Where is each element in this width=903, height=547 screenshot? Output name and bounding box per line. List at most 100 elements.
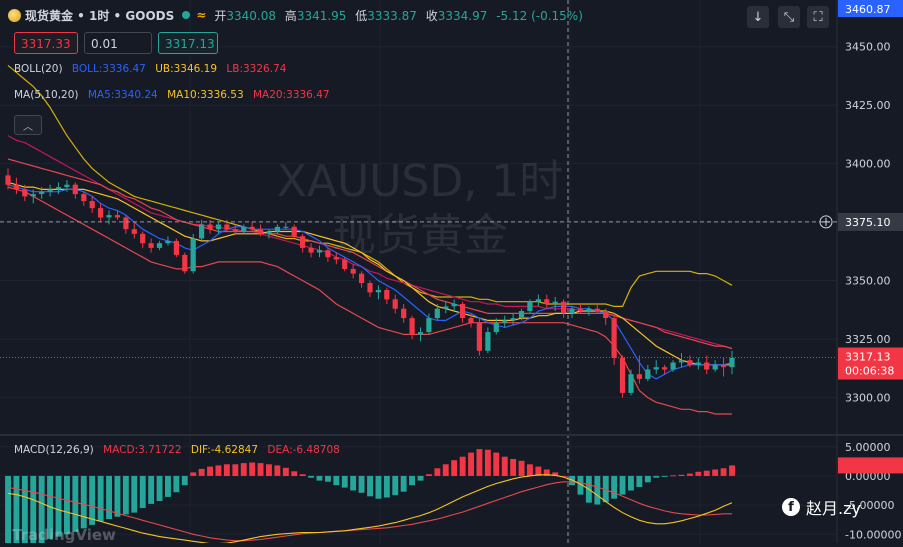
- candle-body: [190, 238, 196, 272]
- macd-histogram-bar: [299, 474, 306, 476]
- symbol-header[interactable]: 现货黄金 • 1时 • GOODS ≈ 开3340.08 高3341.95 低3…: [8, 5, 583, 25]
- crosshair-price-badge: [838, 212, 903, 231]
- macd-name: MACD(12,26,9): [14, 444, 94, 456]
- candle-body: [13, 184, 19, 190]
- candle-body: [72, 184, 78, 195]
- wave-icon[interactable]: ≈: [196, 8, 207, 22]
- macd-histogram-bar: [232, 464, 239, 476]
- candle-body: [257, 229, 264, 234]
- candle-body: [535, 299, 541, 302]
- candle-body: [721, 364, 727, 368]
- macd-histogram-bar: [55, 475, 62, 537]
- boll-legend[interactable]: BOLL(20) BOLL:3336.47 UB:3346.19 LB:3326…: [14, 63, 292, 75]
- macd-histogram-bar: [249, 462, 256, 476]
- macd-histogram-bar: [636, 475, 643, 487]
- price-axis[interactable]: 3450.003425.003400.003375.003350.003325.…: [838, 0, 903, 405]
- candle-body: [300, 236, 306, 248]
- collapse-legend-icon[interactable]: ︿: [14, 115, 42, 135]
- macd-pane: [5, 449, 735, 547]
- candle-body: [603, 311, 609, 318]
- candle-body: [325, 250, 331, 258]
- low-value: 3333.87: [367, 8, 417, 23]
- macd-histogram-bar: [64, 475, 70, 535]
- macd-histogram-bar: [131, 475, 138, 513]
- buy-button[interactable]: 3317.13: [158, 32, 218, 54]
- macd-histogram-bar: [687, 473, 693, 476]
- macd-histogram-bar: [653, 475, 660, 478]
- macd-histogram-bar: [240, 463, 247, 476]
- ma-legend[interactable]: MA(5,10,20) MA5:3340.24 MA10:3336.53 MA2…: [14, 89, 336, 101]
- candle-body: [695, 362, 701, 365]
- fullscreen-icon[interactable]: ⛶: [807, 6, 829, 28]
- candle-body: [64, 184, 70, 187]
- macd-value: MACD:3.71722: [103, 444, 182, 456]
- author-name: 赵月.zy: [806, 499, 861, 518]
- candle-body: [241, 226, 247, 232]
- macd-histogram-bar: [628, 475, 634, 491]
- collapse-icon[interactable]: ⤡: [778, 6, 800, 28]
- sell-button[interactable]: 3317.33: [14, 32, 78, 54]
- arrow-down-icon[interactable]: ↓: [747, 6, 769, 28]
- candle-body: [308, 247, 314, 253]
- macd-histogram-bar: [198, 468, 205, 476]
- symbol-title[interactable]: 现货黄金 • 1时 • GOODS: [25, 8, 175, 23]
- candle-body: [392, 299, 398, 309]
- quantity-input[interactable]: 0.01: [84, 32, 152, 54]
- candle-body: [5, 175, 11, 185]
- candle-body: [98, 208, 104, 218]
- candle-body: [81, 194, 87, 202]
- candle-body: [156, 243, 163, 248]
- macd-histogram-bar: [156, 475, 163, 501]
- high-value: 3341.95: [296, 8, 347, 23]
- macd-histogram-bar: [80, 475, 87, 529]
- boll-lower-line: [7, 186, 732, 415]
- candle-body: [165, 240, 171, 244]
- candle-body: [426, 318, 432, 333]
- candle-body: [148, 243, 154, 248]
- last-price-label: 3317.13: [845, 351, 891, 364]
- macd-histogram-bar: [611, 475, 618, 499]
- macd-histogram-bar: [577, 475, 584, 495]
- macd-histogram-bar: [619, 475, 626, 495]
- macd-histogram-bar: [165, 475, 171, 497]
- open-value: 3340.08: [226, 8, 276, 23]
- macd-histogram-bar: [215, 465, 222, 476]
- candle-body: [670, 362, 676, 370]
- top-price-badge: [838, 0, 903, 17]
- candle-body: [291, 226, 297, 237]
- macd-histogram-bar: [341, 475, 348, 488]
- overlay-lines: [0, 215, 837, 359]
- macd-histogram-bar: [72, 475, 79, 532]
- price-tick-label: 3300.00: [845, 392, 891, 405]
- candle-body: [215, 224, 222, 230]
- candle-body: [182, 254, 188, 272]
- candle-body: [199, 224, 205, 239]
- macd-histogram-bar: [89, 475, 96, 525]
- candle-body: [678, 360, 685, 363]
- candle-body: [367, 283, 373, 293]
- macd-histogram-bar: [695, 471, 702, 476]
- price-tick-label: 3450.00: [845, 41, 891, 54]
- candle-body: [123, 217, 129, 230]
- candle-body: [375, 290, 381, 293]
- candle-body: [224, 224, 230, 230]
- candle-body: [89, 201, 95, 209]
- macd-histogram-bar: [729, 465, 735, 476]
- candle-body: [140, 233, 146, 244]
- macd-histogram-bar: [223, 464, 230, 476]
- macd-histogram-bar: [426, 474, 432, 476]
- macd-histogram-bar: [350, 475, 357, 491]
- macd-tick-label: 5.00000: [845, 441, 891, 454]
- macd-histogram-bar: [358, 475, 365, 493]
- macd-histogram-bar: [21, 475, 28, 547]
- candlesticks: [5, 168, 735, 398]
- macd-histogram-bar: [106, 475, 112, 520]
- macd-histogram-bar: [392, 475, 399, 496]
- macd-histogram-bar: [670, 475, 676, 477]
- macd-tick-label: -5.00000: [845, 499, 894, 512]
- candle-body: [662, 367, 668, 370]
- macd-legend[interactable]: MACD(12,26,9) MACD:3.71722 DIF:-4.62847 …: [14, 444, 346, 456]
